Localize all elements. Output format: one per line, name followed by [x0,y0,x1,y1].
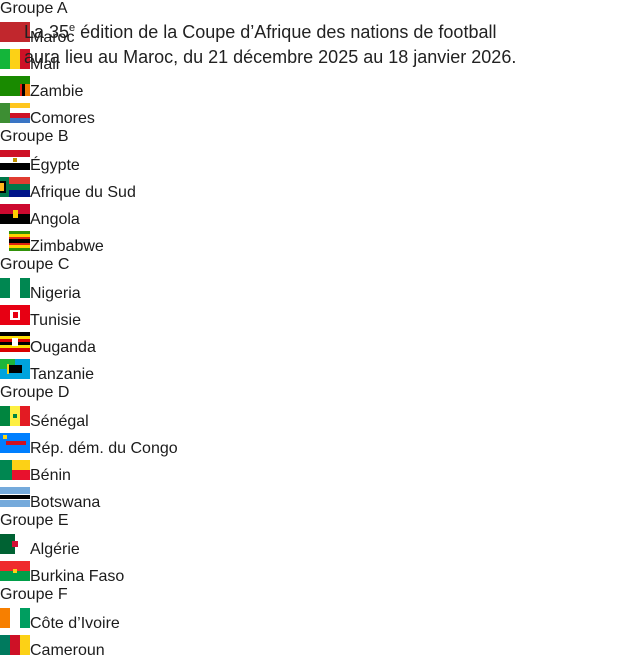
team-name: Mali [30,56,60,73]
team-row: Zambie [0,76,622,101]
team-name: Bénin [30,467,71,484]
team-row: Nigeria [0,278,622,303]
group-header: Groupe D [0,384,70,401]
team-row: Bénin [0,460,622,485]
team-name: Tanzanie [30,366,95,383]
flag [0,278,30,298]
flag [0,204,30,224]
flag [0,332,30,352]
flag [0,635,30,655]
team-row: Côte d’Ivoire [0,608,622,633]
team-row: Algérie [0,534,622,559]
intro-text: édition de la Coupe d’Afrique des nation… [75,22,497,42]
intro-text: aura lieu au Maroc, du 21 décembre 2025 … [24,47,517,67]
team-row: Tanzanie [0,359,622,384]
group: Groupe A Maroc Mali Zambie Comores [0,0,622,128]
team-row: Sénégal [0,406,622,431]
flag [0,460,30,480]
group-header: Groupe F [0,586,68,603]
flag [0,22,30,42]
team-row: Botswana [0,487,622,512]
team-row: Angola [0,204,622,229]
intro-text: e [69,22,76,34]
team-row: Burkina Faso [0,561,622,586]
flag [0,359,30,379]
group-header: Groupe C [0,256,70,273]
team-name: Afrique du Sud [30,184,136,201]
team-name: Zambie [30,83,84,100]
team-name: Sénégal [30,413,89,430]
team-name: Algérie [30,541,80,558]
team-name: Angola [30,211,80,228]
team-row: Comores [0,103,622,128]
flag [0,76,30,96]
flag [0,561,30,581]
group: Groupe B Égypte Afrique du Sud Angola Zimbab… [0,128,622,256]
team-name: Comores [30,110,95,127]
intro-line: La 35e édition de la Coupe d’Afrique des… [24,20,516,45]
flag [0,103,30,123]
team-row: Tunisie [0,305,622,330]
team-row: Égypte [0,150,622,175]
flag [0,305,30,325]
flag [0,49,30,69]
group-header: Groupe B [0,128,69,145]
intro: La 35e édition de la Coupe d’Afrique des… [24,20,516,70]
team-name: Côte d’Ivoire [30,615,120,632]
team-name: Nigeria [30,285,81,302]
team-row: Ouganda [0,332,622,357]
flag [0,177,30,197]
team-row: Mali [0,49,622,74]
team-name: Zimbabwe [30,238,104,255]
team-row: Cameroun [0,635,622,660]
group-header: Groupe E [0,512,69,529]
group: Groupe E Algérie Burkina Faso [0,512,622,586]
group-header: Groupe A [0,0,68,17]
team-row: Maroc [0,22,622,47]
flag [0,433,30,453]
flag [0,150,30,170]
team-name: Cameroun [30,642,105,659]
group: Groupe D Sénégal Rép. dém. du Congo Bénin Bo… [0,384,622,512]
team-name: Tunisie [30,312,81,329]
team-row: Rép. dém. du Congo [0,433,622,458]
flag [0,608,30,628]
team-row: Afrique du Sud [0,177,622,202]
intro-line: aura lieu au Maroc, du 21 décembre 2025 … [24,45,516,70]
team-row: Zimbabwe [0,231,622,256]
team-name: Botswana [30,494,101,511]
team-name: Rép. dém. du Congo [30,440,178,457]
flag [0,487,30,507]
team-name: Égypte [30,157,80,174]
team-name: Ouganda [30,339,96,356]
flag [0,406,30,426]
group: Groupe F Côte d’Ivoire Cameroun [0,586,622,660]
intro-text: La 35 [24,22,70,42]
page: La 35e édition de la Coupe d’Afrique des… [0,0,517,659]
flag [0,231,30,251]
team-name: Maroc [30,29,75,46]
team-name: Burkina Faso [30,568,125,585]
flag [0,534,30,554]
group: Groupe C Nigeria Tunisie Ouganda Tanzanie [0,256,622,384]
